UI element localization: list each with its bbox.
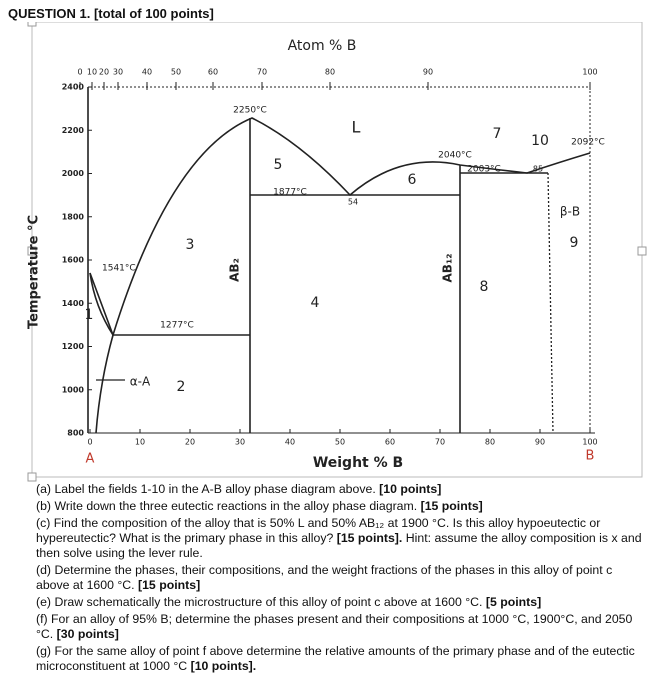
question: (a) Label the fields 1-10 in the A-B all… <box>36 482 648 497</box>
y-tick-label: 1600 <box>62 256 85 265</box>
temperature-label: 2092°C <box>571 138 605 148</box>
bottom-tick-label: 70 <box>435 438 445 447</box>
handle <box>27 22 37 27</box>
field-number: 3 <box>186 237 195 253</box>
y-tick-label: 2200 <box>62 126 85 135</box>
question: (g) For the same alloy of point f above … <box>36 644 648 674</box>
temperature-label: 2040°C <box>438 151 472 161</box>
phase-label: L <box>352 118 361 137</box>
top-tick-label: 70 <box>257 68 267 77</box>
question-text: (d) Determine the phases, their composit… <box>36 563 613 592</box>
top-tick-label: 20 <box>99 68 109 77</box>
question-text: (a) Label the fields 1-10 in the A-B all… <box>36 482 380 496</box>
top-tick-label: 80 <box>325 68 335 77</box>
field-number: 9 <box>570 235 579 251</box>
bottom-tick-label: 100 <box>582 438 597 447</box>
temperature-label: 1277°C <box>160 321 194 331</box>
question-points: [15 points] <box>420 499 483 513</box>
field-number: 10 <box>531 133 549 149</box>
bottom-tick-label: 0 <box>87 438 92 447</box>
field-number: 4 <box>311 295 320 311</box>
question-points: [15 points] <box>138 578 201 592</box>
field-number: 6 <box>408 172 417 188</box>
top-tick-label: 90 <box>423 68 433 77</box>
field-number: 8 <box>480 279 489 295</box>
question-points: [5 points] <box>485 595 542 609</box>
field-number: 1 <box>85 307 94 323</box>
component-label: A <box>86 452 95 467</box>
y-tick-label: 2000 <box>62 169 85 178</box>
question-text: (c) Find the composition of the alloy th… <box>36 516 601 545</box>
phase-lines <box>87 86 595 434</box>
field-number: 7 <box>493 126 502 142</box>
handle <box>637 246 647 256</box>
top-tick-label: 100 <box>582 68 597 77</box>
bottom-tick-label: 40 <box>285 438 295 447</box>
handle <box>27 246 37 256</box>
component-label: B <box>586 449 595 464</box>
temperature-label: 2003°C <box>467 165 501 175</box>
top-tick-label: 60 <box>208 68 218 77</box>
question-points: [15 points]. <box>336 531 403 545</box>
temperature-label: 1541°C <box>102 264 136 274</box>
y-axis-label: Temperature °C <box>27 215 42 329</box>
bottom-tick-label: 90 <box>535 438 545 447</box>
question: (c) Find the composition of the alloy th… <box>36 516 648 561</box>
y-tick-label: 1400 <box>62 299 85 308</box>
bottom-tick-label: 50 <box>335 438 345 447</box>
phase-label: AB₂ <box>228 258 242 282</box>
composition-label: 54 <box>348 198 358 207</box>
bottom-tick-label: 30 <box>235 438 245 447</box>
question: (f) For an alloy of 95% B; determine the… <box>36 612 648 642</box>
top-tick-label: 40 <box>142 68 152 77</box>
top-axis-label: Atom % B <box>288 38 357 54</box>
bottom-tick-label: 80 <box>485 438 495 447</box>
field-number: 5 <box>274 157 283 173</box>
bottom-tick-label: 20 <box>185 438 195 447</box>
temperature-label: 1877°C <box>273 188 307 198</box>
bottom-tick-label: 10 <box>135 438 145 447</box>
top-tick-label: 0 <box>77 68 82 77</box>
question-text: (f) For an alloy of 95% B; determine the… <box>36 612 633 641</box>
phase-label: β-B <box>560 205 580 219</box>
phase-label: α-A <box>130 375 151 389</box>
field-number: 2 <box>177 379 186 395</box>
y-tick-label: 1000 <box>62 385 85 394</box>
question: (b) Write down the three eutectic reacti… <box>36 499 648 514</box>
y-tick-label: 1800 <box>62 212 85 221</box>
questions: (a) Label the fields 1-10 in the A-B all… <box>36 482 648 676</box>
question: (e) Draw schematically the microstructur… <box>36 595 648 610</box>
temperature-label: 2250°C <box>233 106 267 116</box>
question-points: [30 points] <box>56 627 119 641</box>
bottom-axis-label: Weight % B <box>313 455 403 471</box>
bottom-tick-label: 60 <box>385 438 395 447</box>
question: (d) Determine the phases, their composit… <box>36 563 648 593</box>
question-points: [10 points]. <box>190 659 257 673</box>
question-points: [10 points] <box>379 482 442 496</box>
question-text: (g) For the same alloy of point f above … <box>36 644 635 673</box>
question-text: (b) Write down the three eutectic reacti… <box>36 499 421 513</box>
question-text: (e) Draw schematically the microstructur… <box>36 595 486 609</box>
y-tick-label: 800 <box>67 429 84 438</box>
y-tick-label: 1200 <box>62 342 85 351</box>
top-tick-label: 10 <box>87 68 97 77</box>
handle <box>27 472 37 482</box>
question-title: QUESTION 1. [total of 100 points] <box>8 6 214 21</box>
y-tick-label: 2400 <box>62 83 85 92</box>
top-tick-label: 50 <box>171 68 181 77</box>
phase-label: AB₁₂ <box>441 254 455 283</box>
top-tick-label: 30 <box>113 68 123 77</box>
composition-label: 85 <box>533 165 543 174</box>
figure-frame <box>31 22 643 478</box>
question-hint: Hint: assume the alloy composition is x … <box>36 531 642 560</box>
